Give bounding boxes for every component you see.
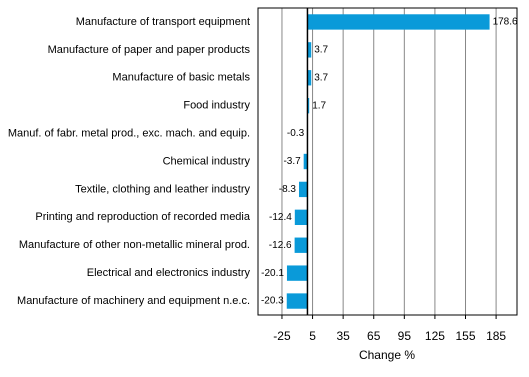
y-tick-label: Chemical industry: [163, 155, 251, 167]
value-label: 3.7: [314, 72, 328, 83]
y-tick-label: Manufacture of machinery and equipment n…: [17, 295, 250, 307]
x-tick-label: 65: [367, 329, 381, 343]
y-tick-label: Manuf. of fabr. metal prod., exc. mach. …: [8, 127, 250, 139]
bar: [307, 70, 312, 86]
x-tick-label: 185: [486, 329, 506, 343]
value-label: -3.7: [283, 156, 301, 167]
value-label: 178.6: [493, 17, 518, 28]
x-tick-label: 95: [398, 329, 412, 343]
bar: [303, 153, 308, 170]
bar: [307, 42, 312, 58]
value-label: -0.3: [287, 128, 305, 139]
bar: [294, 237, 308, 253]
plot-frame: [257, 7, 518, 316]
y-tick-label: Textile, clothing and leather industry: [75, 183, 250, 195]
bar: [286, 293, 308, 309]
x-tick-label: 125: [425, 329, 445, 343]
x-tick-label: 155: [455, 329, 475, 343]
value-label: -20.3: [261, 296, 284, 307]
y-tick-label: Manufacture of paper and paper products: [48, 44, 251, 56]
value-label: 3.7: [314, 45, 328, 56]
y-tick-label: Printing and reproduction of recorded me…: [35, 211, 251, 223]
x-axis-label: Change %: [359, 348, 415, 362]
value-label: 1.7: [312, 100, 326, 111]
y-tick-label: Electrical and electronics industry: [87, 267, 251, 279]
value-label: -12.6: [269, 240, 292, 251]
bar: [294, 209, 308, 225]
x-tick-label: 35: [336, 329, 350, 343]
x-tick-label: 5: [309, 329, 316, 343]
bar: [307, 98, 310, 114]
bar: [307, 14, 490, 30]
y-tick-label: Food industry: [183, 100, 250, 112]
value-label: -20.1: [261, 268, 284, 279]
x-tick-label: -25: [273, 329, 291, 343]
y-tick-label: Manufacture of other non-metallic minera…: [19, 239, 250, 251]
bar: [286, 265, 308, 281]
value-label: -12.4: [269, 212, 292, 223]
bar: [298, 181, 308, 198]
y-tick-label: Manufacture of basic metals: [112, 72, 250, 84]
y-tick-label: Manufacture of transport equipment: [76, 16, 250, 28]
value-label: -8.3: [279, 184, 297, 195]
